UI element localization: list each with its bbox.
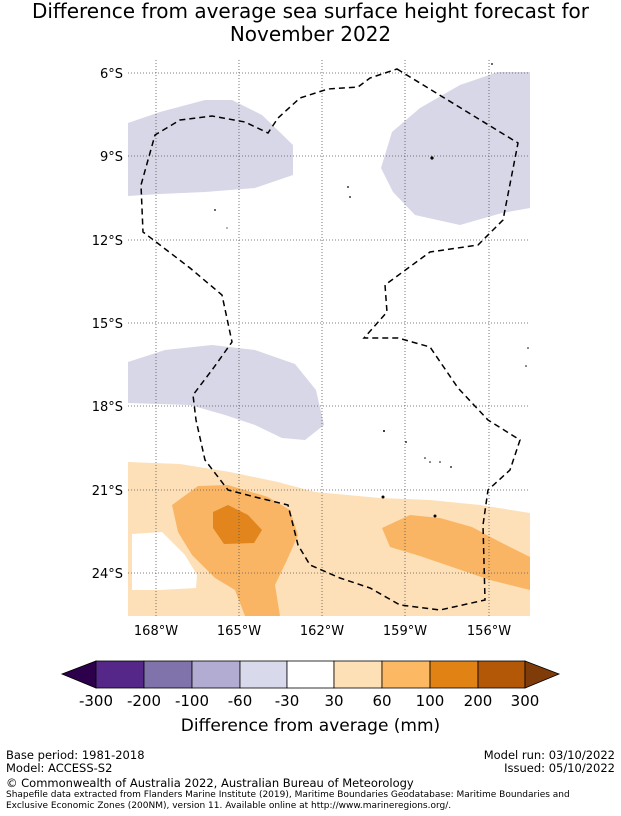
pos-anomaly-region-100-200 <box>213 505 262 544</box>
colorbar-tick: 60 <box>372 692 391 710</box>
colorbar-tick: -200 <box>127 692 161 710</box>
shapefile-credit-line-1: Shapefile data extracted from Flanders M… <box>6 790 570 800</box>
colorbar-segment <box>143 660 193 689</box>
copyright: © Commonwealth of Australia 2022, Austra… <box>6 776 414 790</box>
colorbar-tick: -30 <box>275 692 300 710</box>
colorbar-tick: -100 <box>175 692 209 710</box>
colorbar: -300 -200 -100 -60 -30 30 60 100 200 300 <box>60 660 561 710</box>
model-name: Model: ACCESS-S2 <box>6 761 113 775</box>
sea-level-map: 6°S 9°S 12°S 15°S 18°S 21°S 24°S 168°W 1… <box>92 60 530 639</box>
neg-anomaly-region-mid <box>128 345 324 440</box>
colorbar-segment <box>333 660 383 689</box>
colorbar-segment <box>286 660 335 689</box>
model-run: Model run: 03/10/2022 <box>483 748 615 762</box>
pos-anomaly-region-60-100-west <box>172 485 298 616</box>
colorbar-tick: 100 <box>416 692 445 710</box>
neg-anomaly-region-ne <box>381 72 530 225</box>
colorbar-under-triangle <box>60 660 97 689</box>
lon-label: 162°W <box>300 624 344 639</box>
lon-label: 165°W <box>217 624 261 639</box>
colorbar-tick: -60 <box>228 692 253 710</box>
issued-date: Issued: 05/10/2022 <box>504 761 615 775</box>
colorbar-tick: -300 <box>79 692 113 710</box>
title-line-2: November 2022 <box>229 22 392 46</box>
title-line-1: Difference from average sea surface heig… <box>31 0 590 23</box>
colorbar-tick: 300 <box>511 692 540 710</box>
colorbar-over-triangle <box>524 660 561 689</box>
neutral-region-sw <box>132 532 197 590</box>
colorbar-segment <box>95 660 145 689</box>
base-period: Base period: 1981-2018 <box>6 748 145 762</box>
lat-label: 12°S <box>92 234 123 249</box>
colorbar-label: Difference from average (mm) <box>180 716 441 736</box>
shapefile-credit-line-2: Exclusive Economic Zones (200NM), versio… <box>6 801 452 811</box>
lat-label: 15°S <box>92 317 123 332</box>
gridlines <box>128 60 530 616</box>
lon-label: 168°W <box>134 624 178 639</box>
colorbar-tick: 200 <box>464 692 493 710</box>
lon-label: 159°W <box>383 624 427 639</box>
pos-anomaly-region-60-100-east <box>382 515 530 590</box>
lat-label: 9°S <box>100 150 123 165</box>
neg-anomaly-region-nw <box>128 100 293 196</box>
colorbar-segment <box>239 660 288 689</box>
colorbar-tick: 30 <box>324 692 343 710</box>
colorbar-segment <box>477 660 526 689</box>
lat-label: 6°S <box>100 67 123 82</box>
colorbar-segment <box>429 660 479 689</box>
islands <box>214 63 529 518</box>
chart-title: Difference from average sea surface heig… <box>0 0 621 46</box>
colorbar-segment <box>191 660 241 689</box>
lon-label: 156°W <box>467 624 511 639</box>
lat-label: 24°S <box>92 567 123 582</box>
lat-label: 18°S <box>92 400 123 415</box>
eez-boundary <box>140 68 521 611</box>
colorbar-segment <box>381 660 431 689</box>
lat-label: 21°S <box>92 484 123 499</box>
